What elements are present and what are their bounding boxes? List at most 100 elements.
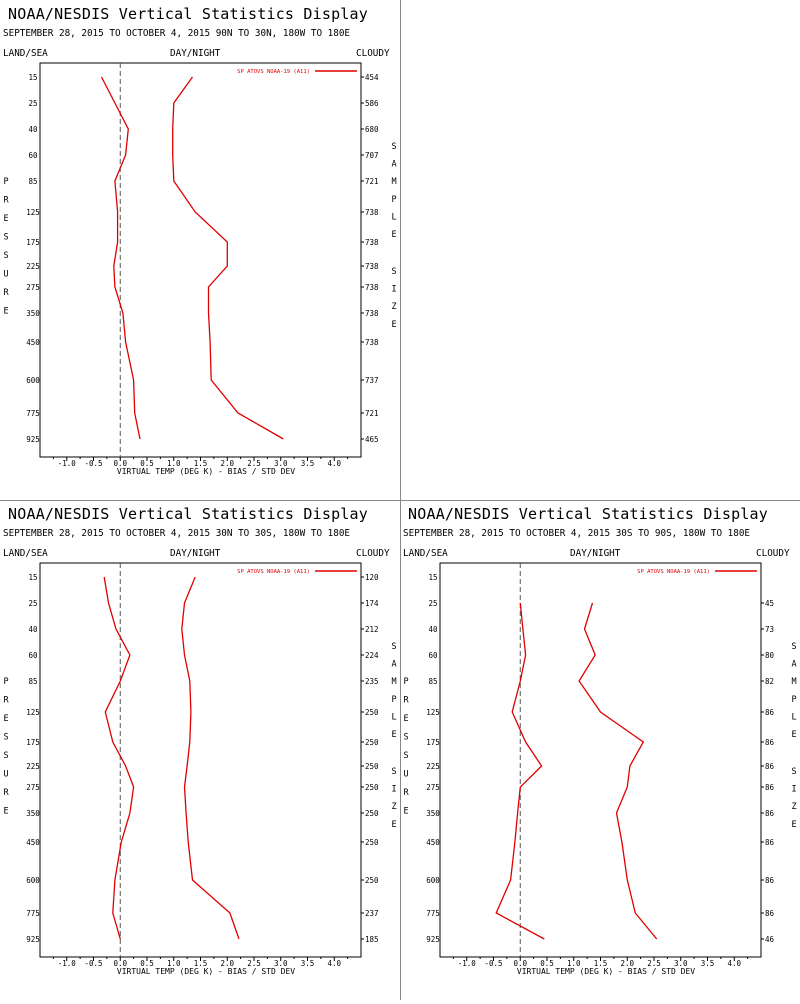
x-tick-label: 3.0 bbox=[674, 959, 688, 968]
pressure-level-label: 775 bbox=[26, 409, 40, 418]
panel-title: NOAA/NESDIS Vertical Statistics Display bbox=[8, 505, 368, 523]
pressure-axis-letter: S bbox=[3, 233, 8, 243]
stats-panel-30s-90s: NOAA/NESDIS Vertical Statistics Display … bbox=[400, 500, 800, 1000]
pressure-axis-letter: P bbox=[3, 177, 8, 187]
sample-axis-letter: S bbox=[391, 767, 396, 777]
sample-axis-letter: P bbox=[391, 695, 396, 705]
pressure-axis-letter: S bbox=[3, 251, 8, 261]
sample-axis-letter: M bbox=[391, 177, 396, 187]
x-axis-label: VIRTUAL TEMP (DEG K) - BIAS / STD DEV bbox=[517, 967, 695, 976]
bias-profile-line bbox=[103, 576, 135, 940]
sample-axis-letter: Z bbox=[391, 802, 396, 812]
x-axis-label: VIRTUAL TEMP (DEG K) - BIAS / STD DEV bbox=[117, 967, 295, 976]
stddev-profile-line bbox=[578, 602, 658, 940]
sample-size-label: 86 bbox=[765, 809, 775, 818]
plot-frame bbox=[39, 62, 362, 458]
sample-axis-letter: I bbox=[391, 785, 396, 795]
x-tick-label: 2.5 bbox=[647, 959, 661, 968]
x-tick-label: 0.5 bbox=[140, 959, 154, 968]
panel-subtitle: SEPTEMBER 28, 2015 TO OCTOBER 4, 2015 30… bbox=[3, 528, 351, 539]
x-tick-label: -1.0 bbox=[58, 959, 77, 968]
x-tick-label: 1.0 bbox=[167, 459, 181, 468]
sample-size-label: 174 bbox=[365, 599, 379, 608]
sample-size-label: 86 bbox=[765, 876, 775, 885]
sample-axis-letter: S bbox=[391, 642, 396, 652]
pressure-level-label: 15 bbox=[428, 573, 437, 582]
sample-size-label: 237 bbox=[365, 909, 379, 918]
x-axis-label: VIRTUAL TEMP (DEG K) - BIAS / STD DEV bbox=[117, 467, 295, 476]
pressure-level-label: 450 bbox=[26, 338, 40, 347]
sample-axis-letter: E bbox=[391, 730, 396, 740]
bias-profile-line bbox=[100, 76, 141, 440]
header-cloudy: CLOUDY bbox=[756, 548, 790, 559]
header-cloudy: CLOUDY bbox=[356, 48, 390, 59]
sample-axis-letter: A bbox=[391, 660, 396, 670]
pressure-level-label: 225 bbox=[26, 262, 40, 271]
sample-axis-letter: S bbox=[391, 142, 396, 152]
pressure-axis-letter: E bbox=[3, 714, 8, 724]
pressure-axis-letter: R bbox=[403, 696, 409, 706]
sample-size-label: 46 bbox=[765, 935, 775, 944]
header-land-sea: LAND/SEA bbox=[403, 548, 448, 559]
sample-axis-letter: I bbox=[391, 285, 396, 295]
sample-axis-letter: P bbox=[391, 195, 396, 205]
pressure-level-label: 350 bbox=[426, 809, 440, 818]
pressure-level-label: 925 bbox=[26, 935, 40, 944]
pressure-level-label: 85 bbox=[428, 677, 437, 686]
sample-size-label: 721 bbox=[365, 409, 379, 418]
pressure-level-label: 450 bbox=[426, 838, 440, 847]
x-tick-label: 1.5 bbox=[594, 959, 608, 968]
sample-axis-letter: E bbox=[391, 320, 396, 330]
sample-size-label: 454 bbox=[365, 73, 379, 82]
pressure-axis-letter: R bbox=[3, 288, 9, 298]
header-day-night: DAY/NIGHT bbox=[170, 48, 221, 59]
pressure-level-label: 175 bbox=[26, 238, 40, 247]
x-tick-label: 0.0 bbox=[113, 459, 127, 468]
sample-size-label: 86 bbox=[765, 783, 775, 792]
pressure-level-label: 450 bbox=[26, 838, 40, 847]
pressure-axis-letter: E bbox=[403, 807, 408, 817]
pressure-axis-letter: S bbox=[403, 751, 408, 761]
pressure-level-label: 25 bbox=[28, 599, 37, 608]
sample-size-label: 250 bbox=[365, 809, 379, 818]
sample-size-label: 86 bbox=[765, 762, 775, 771]
sample-axis-letter: A bbox=[791, 660, 796, 670]
pressure-axis-letter: E bbox=[3, 307, 8, 317]
pressure-level-label: 275 bbox=[26, 783, 40, 792]
x-tick-label: 2.0 bbox=[220, 459, 234, 468]
sample-size-label: 738 bbox=[365, 208, 379, 217]
stddev-profile-line bbox=[172, 76, 284, 440]
sample-size-label: 738 bbox=[365, 309, 379, 318]
sample-size-label: 738 bbox=[365, 238, 379, 247]
pressure-axis-letter: R bbox=[403, 788, 409, 798]
sample-size-label: 120 bbox=[365, 573, 379, 582]
pressure-axis-letter: R bbox=[3, 196, 9, 206]
x-tick-label: 3.0 bbox=[274, 459, 288, 468]
pressure-axis-letter: S bbox=[3, 751, 8, 761]
x-tick-label: 2.5 bbox=[247, 959, 261, 968]
header-day-night: DAY/NIGHT bbox=[570, 548, 621, 559]
pressure-level-label: 25 bbox=[428, 599, 437, 608]
header-day-night: DAY/NIGHT bbox=[170, 548, 221, 559]
sample-size-label: 45 bbox=[765, 599, 774, 608]
x-tick-label: 2.5 bbox=[247, 459, 261, 468]
x-tick-label: 1.5 bbox=[194, 459, 208, 468]
pressure-axis-letter: P bbox=[3, 677, 8, 687]
pressure-level-label: 350 bbox=[26, 809, 40, 818]
pressure-level-label: 125 bbox=[26, 208, 40, 217]
pressure-level-label: 225 bbox=[426, 762, 440, 771]
pressure-axis-letter: S bbox=[403, 733, 408, 743]
sample-size-label: 86 bbox=[765, 909, 775, 918]
panel-subtitle: SEPTEMBER 28, 2015 TO OCTOBER 4, 2015 30… bbox=[403, 528, 751, 539]
header-land-sea: LAND/SEA bbox=[3, 548, 48, 559]
sample-size-label: 80 bbox=[765, 651, 775, 660]
pressure-level-label: 275 bbox=[26, 283, 40, 292]
x-tick-label: 0.0 bbox=[113, 959, 127, 968]
x-tick-label: 3.5 bbox=[701, 959, 715, 968]
sample-axis-letter: M bbox=[391, 677, 396, 687]
sample-size-label: 586 bbox=[365, 99, 379, 108]
pressure-level-label: 600 bbox=[26, 376, 40, 385]
panel-title: NOAA/NESDIS Vertical Statistics Display bbox=[408, 505, 768, 523]
pressure-axis-letter: P bbox=[403, 677, 408, 687]
sample-axis-letter: E bbox=[791, 820, 796, 830]
